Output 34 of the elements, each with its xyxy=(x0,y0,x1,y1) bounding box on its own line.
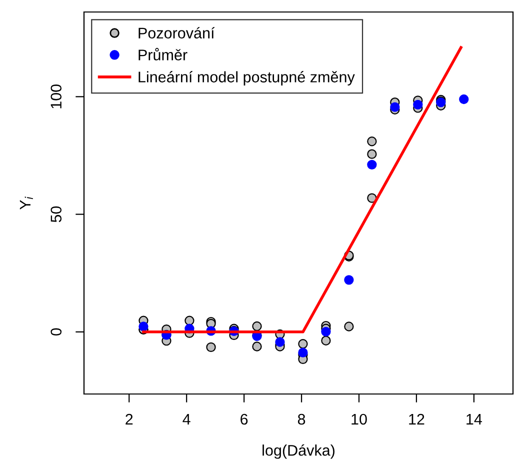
point xyxy=(252,321,262,332)
x-tick-label: 12 xyxy=(409,414,424,425)
point xyxy=(298,348,308,358)
legend-label: Lineární model postupné změny xyxy=(138,71,355,86)
y-tick-label: 50 xyxy=(50,206,62,222)
x-axis-title: log(Dávka) xyxy=(262,444,334,459)
point xyxy=(459,94,469,104)
point xyxy=(344,275,354,285)
point xyxy=(206,342,216,352)
point xyxy=(298,339,308,349)
point xyxy=(367,149,377,159)
point xyxy=(138,322,148,332)
point xyxy=(275,337,285,347)
point xyxy=(390,102,400,112)
x-tick-label: 10 xyxy=(352,414,367,425)
point xyxy=(321,326,331,337)
point xyxy=(321,336,331,346)
point xyxy=(252,342,262,352)
x-tick-label: 2 xyxy=(126,414,133,425)
x-tick-label: 4 xyxy=(182,414,190,425)
point xyxy=(344,322,354,332)
point xyxy=(367,136,377,146)
point xyxy=(367,193,377,203)
point xyxy=(367,160,377,170)
legend-label: Pozorování xyxy=(138,27,215,38)
legend-label: Průměr xyxy=(138,48,188,60)
point xyxy=(184,316,194,326)
x-tick-label: 8 xyxy=(298,414,306,425)
point xyxy=(413,100,423,110)
x-tick-label: 6 xyxy=(240,414,248,425)
y-tick-label: 100 xyxy=(50,84,62,108)
x-tick-label: 14 xyxy=(466,414,482,425)
y-axis-title: Y$_{i}$ xyxy=(20,196,33,210)
y-tick-label: 0 xyxy=(50,328,62,336)
